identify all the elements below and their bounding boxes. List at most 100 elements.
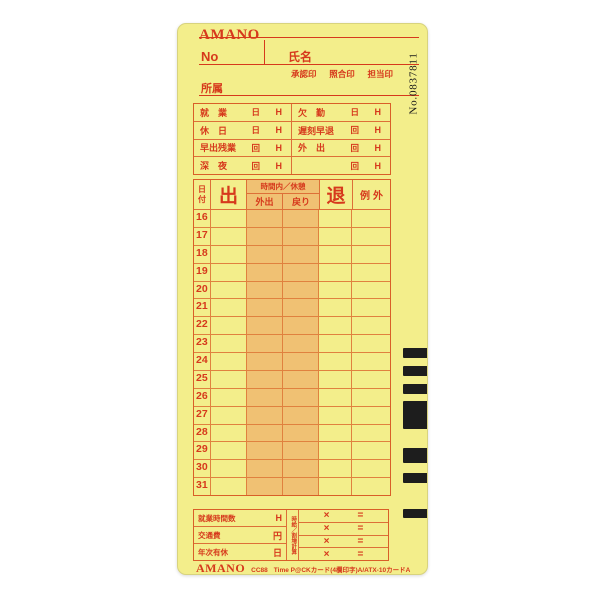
- calc-rows: × = × = × = × =: [299, 510, 388, 560]
- return-cell: [283, 478, 319, 495]
- exception-cell: [352, 282, 390, 299]
- time-row: 21: [194, 299, 390, 318]
- clock-out-cell: [319, 388, 352, 406]
- multiply-sign: ×: [323, 523, 330, 535]
- date-cell: 25: [194, 370, 211, 388]
- multiply-sign: ×: [323, 535, 330, 547]
- clock-in-cell: [211, 245, 247, 263]
- stamp-labels: 承認印 照合印 担当印: [291, 68, 393, 80]
- summary-label: 就 業: [200, 107, 228, 118]
- header-exception-label: 例外: [360, 191, 386, 202]
- go-out-cell: [247, 227, 283, 245]
- clock-in-cell: [211, 335, 247, 352]
- date-cell: 30: [194, 460, 211, 478]
- summary-row: 深 夜 回 H 回 H: [194, 157, 390, 174]
- footer-model-code: CC88: [251, 567, 268, 574]
- clock-in-cell: [211, 460, 247, 478]
- time-row: 19: [194, 263, 390, 282]
- date-cell: 18: [194, 245, 211, 263]
- summary-unit: 回: [251, 142, 260, 153]
- footer-brand-logo: AMANO: [196, 561, 246, 575]
- summary-cell-right: 外 出 回 H: [292, 140, 390, 157]
- time-row: 28: [194, 424, 390, 443]
- time-row: 29: [194, 442, 390, 461]
- summary-unit: 日: [350, 107, 359, 118]
- bottom-row-unit: 円: [272, 530, 282, 541]
- multiply-sign: ×: [323, 548, 330, 560]
- clock-in-cell: [211, 281, 247, 299]
- return-cell: [283, 245, 319, 263]
- exception-cell: [352, 478, 390, 495]
- summary-row: 就 業 日 H 欠 勤 日 H: [194, 104, 390, 122]
- return-cell: [283, 353, 319, 370]
- header-rule-top: [199, 37, 419, 38]
- summary-cell-left: 就 業 日 H: [194, 104, 292, 121]
- go-out-cell: [247, 299, 283, 317]
- equals-sign: =: [357, 535, 364, 547]
- calc-row: × =: [299, 510, 388, 523]
- clock-out-cell: [319, 335, 352, 352]
- summary-label: 欠 勤: [298, 107, 326, 118]
- go-out-cell: [247, 335, 283, 352]
- timing-mark: [403, 366, 427, 376]
- return-cell: [283, 370, 319, 388]
- clock-out-cell: [319, 370, 352, 388]
- no-name-divider: [264, 40, 265, 64]
- header-break-label: 時間内／休憩: [247, 180, 319, 194]
- summary-hours-label: H: [374, 142, 382, 153]
- timing-mark: [403, 401, 427, 429]
- header-clock-in-label: 出: [211, 180, 247, 209]
- time-row: 31: [194, 478, 390, 495]
- exception-cell: [352, 317, 390, 334]
- go-out-cell: [247, 245, 283, 263]
- date-cell: 16: [194, 210, 211, 227]
- header-date-label: 日 付: [194, 180, 211, 209]
- return-cell: [283, 210, 319, 227]
- summary-unit: 回: [350, 160, 359, 171]
- timing-mark: [403, 348, 427, 358]
- summary-hours-label: H: [275, 107, 283, 118]
- clock-out-cell: [319, 317, 352, 335]
- time-table: 日 付 出 時間内／休憩 外出 戻り 退 例外 16 17: [193, 179, 391, 496]
- go-out-cell: [247, 424, 283, 442]
- summary-unit: 日: [251, 125, 260, 136]
- time-row: 23: [194, 335, 390, 353]
- clock-out-cell: [319, 227, 352, 245]
- clock-in-cell: [211, 478, 247, 495]
- exception-cell: [352, 210, 390, 227]
- return-cell: [283, 388, 319, 406]
- header-rule-middle: [199, 64, 419, 65]
- approval-stamp-label: 承認印: [291, 69, 317, 79]
- name-label: 氏名: [288, 50, 313, 64]
- go-out-cell: [247, 478, 283, 495]
- clock-in-cell: [211, 388, 247, 406]
- date-cell: 20: [194, 281, 211, 299]
- header-return-label: 戻り: [291, 197, 310, 207]
- bottom-row-label: 交通費: [198, 530, 221, 540]
- exception-cell: [352, 264, 390, 281]
- summary-label: 遅刻早退: [298, 125, 335, 136]
- time-row: 20: [194, 281, 390, 300]
- time-row: 24: [194, 353, 390, 371]
- summary-cell-left: 早出残業 回 H: [194, 139, 292, 157]
- go-out-cell: [247, 353, 283, 370]
- go-out-cell: [247, 442, 283, 460]
- clock-in-cell: [211, 424, 247, 442]
- summary-cell-left: 深 夜 回 H: [194, 157, 292, 174]
- time-row: 22: [194, 317, 390, 336]
- date-cell: 28: [194, 424, 211, 442]
- bottom-left-rows: 就業時間数 H 交通費 円 年次有休 日: [194, 510, 286, 560]
- no-label: No: [201, 49, 219, 64]
- bottom-table: 就業時間数 H 交通費 円 年次有休 日 時給／割増計算 × = × = × =…: [193, 509, 389, 561]
- timing-mark: [403, 448, 427, 463]
- clock-in-cell: [211, 299, 247, 317]
- equals-sign: =: [357, 548, 364, 560]
- clock-out-cell: [319, 245, 352, 263]
- exception-cell: [352, 246, 390, 263]
- summary-label: 外 出: [298, 143, 326, 154]
- date-cell: 29: [194, 442, 211, 460]
- calc-row: × =: [299, 536, 388, 549]
- date-cell: 17: [194, 227, 211, 245]
- bottom-row-label: 就業時間数: [198, 513, 236, 523]
- summary-cell-right: 回 H: [292, 157, 390, 174]
